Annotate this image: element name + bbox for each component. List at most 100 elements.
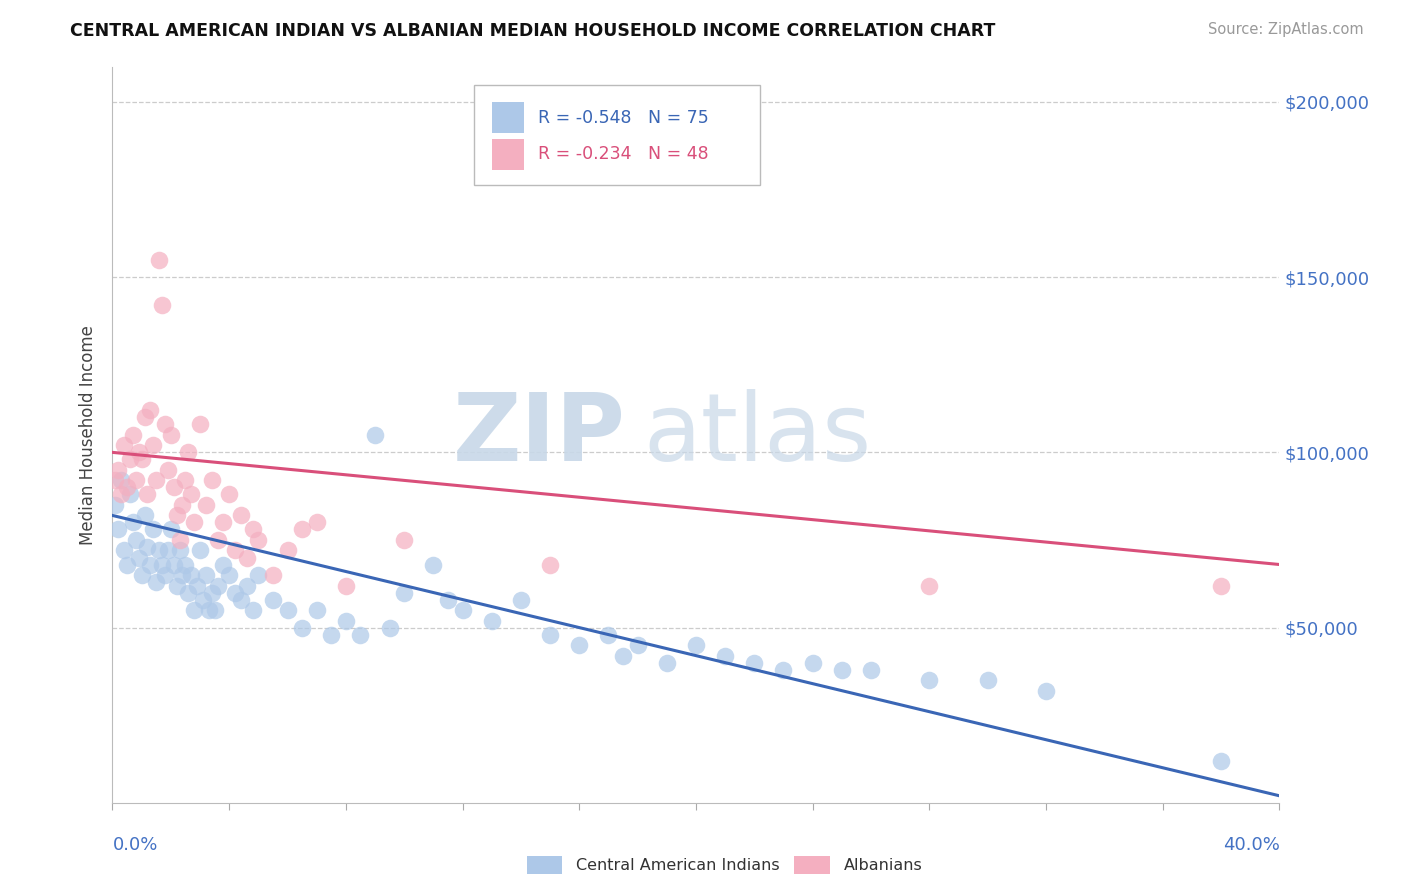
Point [136,540,159,554]
Point [169,543,191,558]
Point [207,533,229,547]
FancyBboxPatch shape [474,86,761,185]
Point [107,523,129,537]
FancyBboxPatch shape [492,139,524,170]
Text: atlas: atlas [644,389,872,481]
Point [247,533,270,547]
Point [139,558,162,572]
Point [186,578,208,592]
Point [125,533,148,547]
Text: Source: ZipAtlas.com: Source: ZipAtlas.com [1208,22,1364,37]
Point [394,585,416,599]
Point [538,558,561,572]
Point [156,543,179,558]
Point [166,508,188,523]
Point [139,403,162,417]
Point [235,550,257,565]
Point [104,474,127,488]
Point [128,445,150,459]
Point [194,568,217,582]
Point [218,568,240,582]
Point [183,516,205,530]
Point [112,438,135,452]
Point [201,585,224,599]
Point [148,252,170,267]
Point [349,627,371,641]
Point [174,558,197,572]
Point [321,627,343,641]
Text: 0.0%: 0.0% [112,836,157,854]
Point [177,585,200,599]
Point [224,543,246,558]
Point [145,575,167,590]
Text: R = -0.548   N = 75: R = -0.548 N = 75 [538,109,709,127]
Point [197,603,219,617]
Point [291,523,314,537]
Point [207,578,229,592]
Point [481,614,503,628]
Point [242,603,264,617]
Point [276,603,298,617]
Point [247,568,270,582]
Point [104,498,127,512]
Point [145,474,167,488]
Point [172,498,194,512]
Point [335,614,357,628]
Point [172,568,194,582]
Point [801,656,824,670]
Point [150,558,173,572]
Point [451,603,474,617]
Point [134,508,156,523]
Point [174,474,197,488]
Point [394,533,416,547]
Point [150,298,173,312]
Point [509,592,531,607]
Point [685,638,707,652]
Point [276,543,298,558]
Point [110,474,132,488]
Point [860,663,883,677]
Point [538,627,561,641]
Text: Central American Indians: Central American Indians [576,858,780,872]
Point [976,673,998,688]
Point [153,417,176,432]
Point [627,638,650,652]
Point [568,638,591,652]
Text: 40.0%: 40.0% [1223,836,1279,854]
Point [772,663,794,677]
Point [305,603,328,617]
Point [131,452,153,467]
Point [180,487,202,501]
Point [118,487,141,501]
Point [831,663,853,677]
Point [153,568,176,582]
Point [378,621,401,635]
Point [201,474,224,488]
Point [177,445,200,459]
Point [364,427,387,442]
Point [918,578,941,592]
Point [422,558,444,572]
Point [188,543,211,558]
Point [134,410,156,425]
Point [335,578,357,592]
Point [163,480,186,494]
Point [128,550,150,565]
Point [235,578,257,592]
Point [115,558,138,572]
Point [131,568,153,582]
Point [125,474,148,488]
Text: ZIP: ZIP [453,389,626,481]
Point [194,498,217,512]
Point [229,508,252,523]
Point [163,558,186,572]
Point [229,592,252,607]
Point [169,533,191,547]
Point [242,523,264,537]
Y-axis label: Median Household Income: Median Household Income [79,325,97,545]
Point [142,523,165,537]
Point [107,463,129,477]
Text: CENTRAL AMERICAN INDIAN VS ALBANIAN MEDIAN HOUSEHOLD INCOME CORRELATION CHART: CENTRAL AMERICAN INDIAN VS ALBANIAN MEDI… [70,22,995,40]
Text: Albanians: Albanians [844,858,922,872]
Point [212,516,235,530]
